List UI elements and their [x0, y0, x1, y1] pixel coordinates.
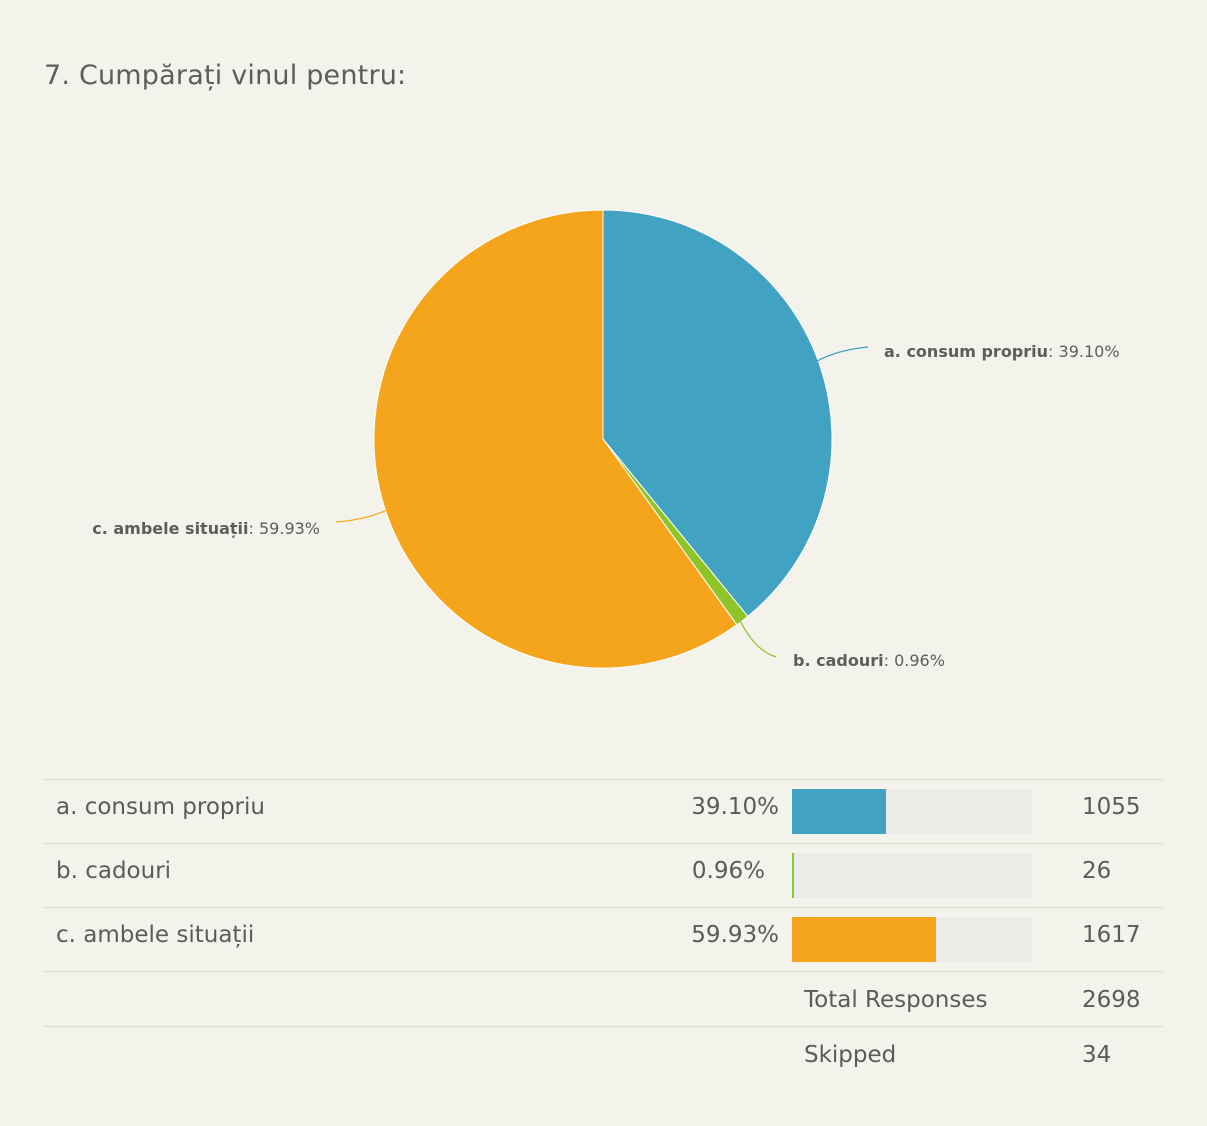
pie-chart: a. consum propriu: 39.10% b. cadouri: 0.9…: [92, 209, 1120, 670]
skipped-row: Skipped 34: [44, 1026, 1163, 1081]
answer-label: b. cadouri: [56, 858, 172, 884]
answer-percent: 59.93%: [691, 922, 779, 948]
total-responses-row: Total Responses 2698: [44, 971, 1163, 1026]
pie-slice-label-name: a. consum propriu: [884, 342, 1048, 361]
results-table: a. consum propriu 39.10% 1055 b. cadouri…: [44, 779, 1163, 1081]
pie-slice[interactable]: [373, 209, 738, 669]
answer-count: 1617: [1082, 922, 1141, 948]
pie-slice[interactable]: [602, 209, 833, 618]
answer-bar-fill: [792, 917, 936, 962]
answer-bar-track: [792, 853, 1032, 898]
answer-bar-fill: [792, 853, 795, 898]
pie-slice-label-name: b. cadouri: [793, 651, 884, 670]
answer-bar-track: [792, 789, 1032, 834]
answer-row: a. consum propriu 39.10% 1055: [44, 779, 1163, 843]
answer-label: c. ambele situații: [56, 922, 255, 948]
answer-percent: 39.10%: [691, 794, 779, 820]
question-title: 7. Cumpărați vinul pentru:: [44, 60, 407, 91]
total-responses-label: Total Responses: [804, 987, 988, 1013]
answer-bar-track: [792, 917, 1032, 962]
pie-leader-line: [735, 612, 777, 658]
pie-slice-label: b. cadouri: 0.96%: [793, 651, 945, 670]
answer-percent: 0.96%: [691, 858, 765, 884]
pie-slice-label-value: : 59.93%: [249, 519, 320, 538]
answer-count: 1055: [1082, 794, 1141, 820]
answer-row: b. cadouri 0.96% 26: [44, 843, 1163, 907]
pie-slice-label-name: c. ambele situații: [92, 519, 248, 538]
answer-label: a. consum propriu: [56, 794, 265, 820]
pie-slice-label: c. ambele situații: 59.93%: [92, 519, 320, 538]
pie-slice-label-value: : 39.10%: [1048, 342, 1119, 361]
total-responses-value: 2698: [1082, 987, 1141, 1013]
answer-count: 26: [1082, 858, 1112, 884]
pie-leader-line: [808, 346, 869, 366]
skipped-value: 34: [1082, 1042, 1112, 1068]
answer-bar-fill: [792, 789, 886, 834]
skipped-label: Skipped: [804, 1042, 897, 1068]
pie-slice-label-value: : 0.96%: [884, 651, 945, 670]
pie-leader-line: [335, 505, 395, 523]
pie-slice-label: a. consum propriu: 39.10%: [884, 342, 1120, 361]
answer-row: c. ambele situații 59.93% 1617: [44, 907, 1163, 971]
